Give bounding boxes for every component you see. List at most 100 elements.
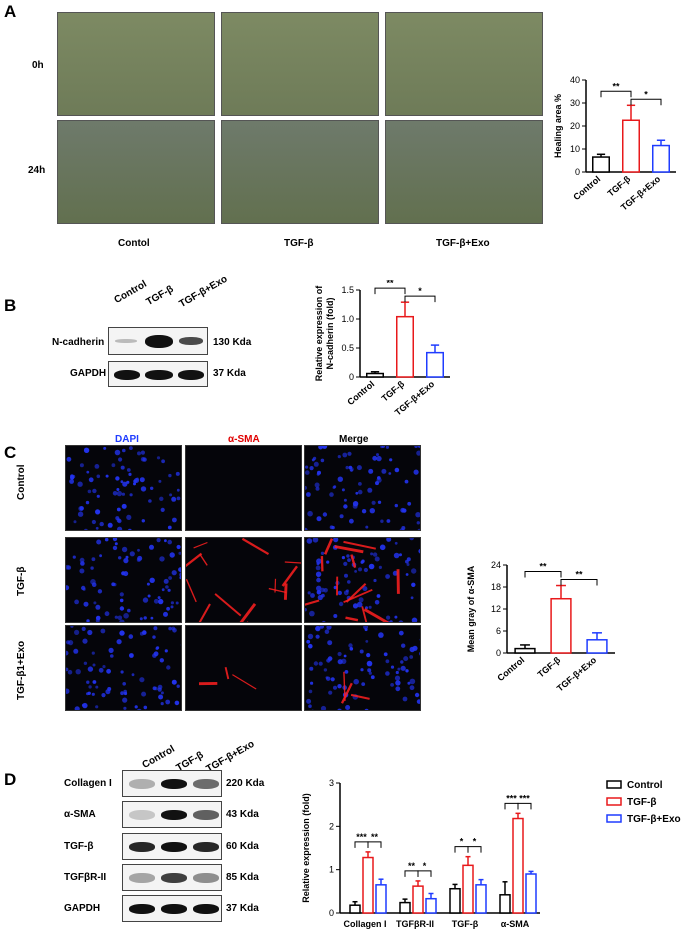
row-label-control-c: Control: [16, 464, 27, 500]
panel-letter-b: B: [4, 296, 17, 315]
scratch-image-tgf-24h: [221, 120, 379, 224]
channel-label-dapi: DAPI: [115, 434, 139, 445]
lane-label-exo: TGF-β+Exo: [177, 273, 230, 310]
bar-TGF-β: [396, 315, 414, 378]
legend-label: Control: [627, 780, 663, 791]
protein-label-d: TGF-β: [64, 841, 94, 852]
x-tick-label: α-SMA: [501, 919, 530, 929]
protein-label-d: GAPDH: [64, 903, 101, 914]
protein-label-n-cadherin: N-cadherin: [52, 337, 105, 348]
y-tick-label: 20: [570, 121, 580, 131]
scratch-image-exo-24h: [385, 120, 543, 224]
significance-bracket: [367, 841, 382, 848]
bar-TGF-β: [512, 817, 524, 914]
bar-Control: [366, 372, 384, 378]
y-axis-label: Relative expression of: [314, 285, 324, 382]
protein-label-d: α-SMA: [64, 809, 96, 820]
y-axis-label: N-cadherin (fold): [325, 298, 335, 370]
bar-TGF-β+Exo: [525, 873, 537, 914]
bar-TGF-β: [622, 119, 640, 173]
significance-bracket: [560, 579, 598, 586]
significance-bracket: [354, 841, 369, 848]
significance-bracket: [467, 846, 482, 853]
x-tick-label: Control: [571, 174, 602, 202]
channel-label-merge: Merge: [339, 434, 369, 445]
lane-label-control: Control: [112, 278, 149, 306]
fluorescence-image-tgf-β1+exo-merge: [304, 625, 421, 711]
kda-label-d: 220 Kda: [226, 778, 265, 789]
scratch-image-tgf-0h: [221, 12, 379, 116]
bar-TGF-β: [412, 885, 424, 914]
blot-strip: [122, 833, 222, 860]
y-tick-label: 0: [349, 372, 354, 382]
blot-n-cadherin: [108, 327, 208, 355]
significance-bracket: [404, 870, 419, 877]
significance-label: **: [371, 832, 379, 842]
y-tick-label: 1.5: [341, 285, 354, 295]
y-tick-label: 30: [570, 98, 580, 108]
x-tick-label: TGF-β+Exo: [555, 655, 599, 694]
y-tick-label: 0.5: [341, 343, 354, 353]
legend-swatch: [606, 814, 622, 823]
panel-letter-c: C: [4, 443, 17, 462]
legend-label: TGF-β: [627, 797, 656, 808]
x-tick-label: Control: [495, 655, 526, 683]
significance-label: *: [644, 89, 648, 99]
scratch-image-control-24h: [57, 120, 215, 224]
y-tick-label: 24: [491, 560, 501, 570]
y-tick-label: 0: [575, 167, 580, 177]
bar-Control: [449, 887, 461, 914]
x-tick-label: TGFβR-II: [396, 919, 434, 929]
significance-bracket: [600, 90, 632, 98]
bar-Control: [592, 156, 610, 173]
legend-swatch: [606, 797, 622, 806]
fluorescence-image-tgf-β-α-sma: [185, 537, 302, 623]
significance-label: *: [473, 837, 477, 847]
blot-strip: [122, 864, 222, 891]
y-tick-label: 0: [329, 908, 334, 918]
significance-label: *: [460, 837, 464, 847]
kda-label-d: 37 Kda: [226, 903, 259, 914]
significance-label: **: [386, 280, 394, 288]
significance-bracket: [524, 571, 562, 578]
bar-TGF-β: [462, 864, 474, 914]
y-tick-label: 1: [329, 865, 334, 875]
row-label-exo-c: TGF-β1+Exo: [16, 640, 27, 700]
bar-TGF-β+Exo: [426, 351, 444, 378]
blot-strip: [122, 895, 222, 922]
blot-gapdh-b: [108, 361, 208, 387]
fluorescence-image-tgf-β1+exo-dapi: [65, 625, 182, 711]
col-label-tgf: TGF-β: [284, 238, 314, 249]
bar-TGF-β+Exo: [475, 884, 487, 914]
significance-bracket: [517, 802, 532, 810]
significance-label: **: [539, 562, 547, 572]
bar-TGF-β+Exo: [652, 144, 670, 173]
y-tick-label: 2: [329, 821, 334, 831]
significance-label: ***: [356, 832, 367, 842]
row-label-24h: 24h: [28, 165, 46, 176]
row-label-0h: 0h: [32, 60, 44, 71]
bar-TGF-β+Exo: [586, 639, 608, 654]
scratch-image-exo-0h: [385, 12, 543, 116]
kda-label-gapdh: 37 Kda: [213, 368, 246, 379]
significance-label: ***: [519, 793, 530, 803]
kda-label-d: 85 Kda: [226, 872, 259, 883]
y-tick-label: 10: [570, 144, 580, 154]
significance-label: **: [575, 570, 583, 580]
fluorescence-image-control-α-sma: [185, 445, 302, 531]
row-label-tgf-c: TGF-β: [16, 566, 27, 596]
bar-Control: [349, 904, 361, 914]
x-tick-label: TGF-β: [606, 174, 633, 199]
y-tick-label: 18: [491, 582, 501, 592]
bar-TGF-β: [550, 597, 572, 654]
significance-bracket: [454, 846, 469, 853]
fluorescence-image-tgf-β-dapi: [65, 537, 182, 623]
significance-label: ***: [506, 793, 517, 803]
bar-TGF-β+Exo: [425, 897, 437, 914]
channel-label-asma: α-SMA: [228, 434, 260, 445]
bar-Control: [499, 894, 511, 914]
blot-strip: [122, 770, 222, 797]
legend-swatch: [606, 780, 622, 789]
